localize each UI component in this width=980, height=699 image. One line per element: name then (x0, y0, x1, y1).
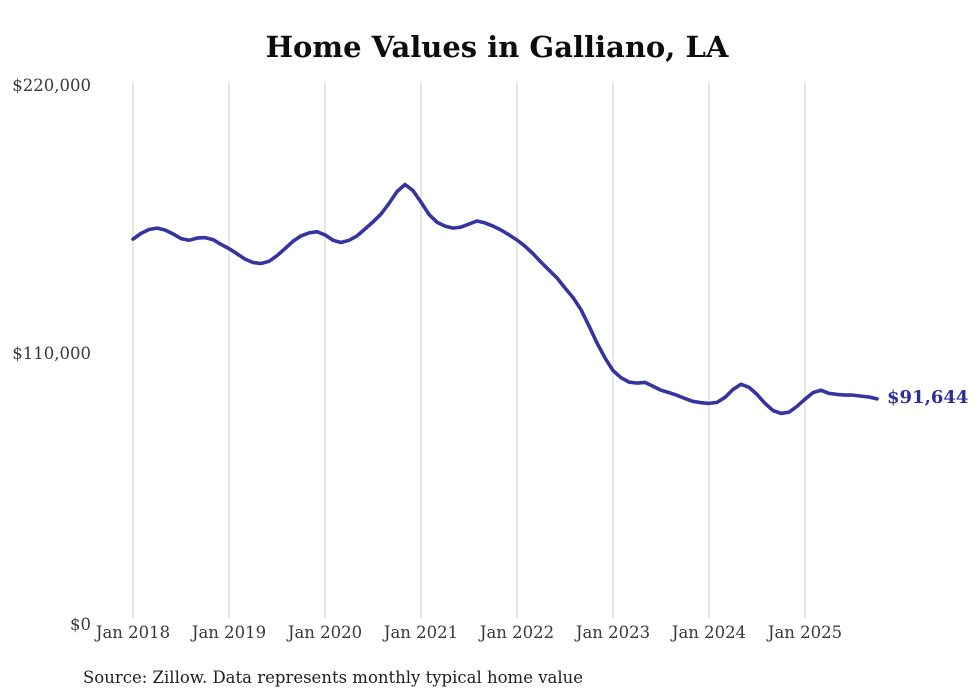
y-tick-label-220000: $220,000 (12, 76, 91, 95)
chart-title: Home Values in Galliano, LA (266, 30, 729, 64)
end-value-label: $91,644 (887, 387, 968, 408)
x-axis-labels: Jan 2018 Jan 2019 Jan 2020 Jan 2021 Jan 2022… (94, 623, 842, 642)
y-tick-label-110000: $110,000 (12, 344, 91, 363)
y-tick-label-0: $0 (70, 615, 91, 634)
x-tick-label: Jan 2018 (94, 623, 170, 642)
gridlines (132, 82, 806, 618)
x-tick-label: Jan 2021 (382, 623, 458, 642)
x-tick-label: Jan 2025 (766, 623, 842, 642)
x-tick-label: Jan 2019 (190, 623, 266, 642)
x-tick-label: Jan 2022 (478, 623, 554, 642)
home-value-line (131, 182, 879, 416)
x-tick-label: Jan 2020 (286, 623, 362, 642)
x-tick-label: Jan 2024 (670, 623, 746, 642)
source-note: Source: Zillow. Data represents monthly … (83, 668, 583, 687)
x-tick-label: Jan 2023 (574, 623, 650, 642)
